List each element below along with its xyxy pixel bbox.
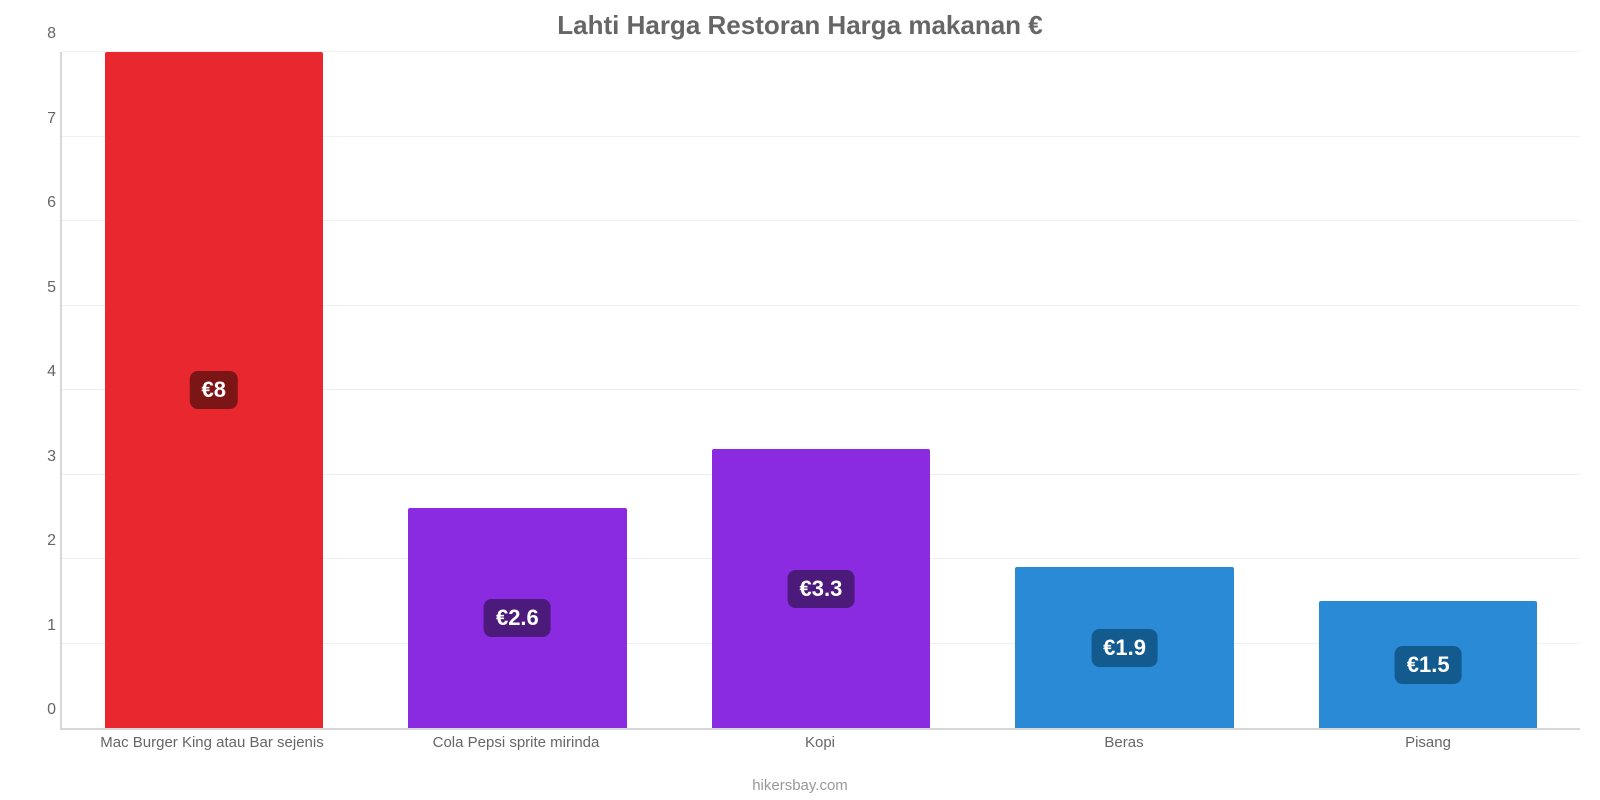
value-badge: €1.5 (1395, 646, 1462, 684)
y-tick-label: 3 (32, 448, 56, 466)
price-bar-chart: Lahti Harga Restoran Harga makanan € 0 1 2… (0, 0, 1600, 800)
bar: €2.6 (408, 508, 627, 728)
bar-slot: €1.9 (973, 52, 1277, 728)
attribution-text: hikersbay.com (0, 777, 1600, 794)
value-badge: €3.3 (788, 570, 855, 608)
x-axis-label: Cola Pepsi sprite mirinda (364, 734, 668, 751)
value-badge: €1.9 (1091, 629, 1158, 667)
plot-area: 012345678 €8€2.6€3.3€1.9€1.5 (60, 52, 1580, 730)
y-tick-label: 7 (32, 110, 56, 128)
y-tick-label: 0 (32, 701, 56, 719)
x-axis-label: Kopi (668, 734, 972, 751)
value-badge: €2.6 (484, 599, 551, 637)
bars-container: €8 €2.6 €3.3 €1.9 €1.5 (62, 52, 1580, 728)
bar-slot: €3.3 (669, 52, 973, 728)
bar-slot: €1.5 (1276, 52, 1580, 728)
chart-title: Lahti Harga Restoran Harga makanan € (0, 10, 1600, 41)
x-axis-label: Pisang (1276, 734, 1580, 751)
x-axis-label: Beras (972, 734, 1276, 751)
y-tick-label: 8 (32, 25, 56, 43)
y-tick-label: 1 (32, 617, 56, 635)
y-tick-label: 6 (32, 194, 56, 212)
bar-slot: €8 (62, 52, 366, 728)
bar: €1.9 (1015, 567, 1234, 728)
bar: €3.3 (712, 449, 931, 728)
y-tick-label: 5 (32, 279, 56, 297)
value-badge: €8 (190, 371, 238, 409)
y-tick-label: 2 (32, 532, 56, 550)
x-axis-label: Mac Burger King atau Bar sejenis (60, 734, 364, 751)
bar-slot: €2.6 (366, 52, 670, 728)
bar: €8 (105, 52, 324, 728)
bar: €1.5 (1319, 601, 1538, 728)
y-tick-label: 4 (32, 363, 56, 381)
x-axis-labels: Mac Burger King atau Bar sejenisCola Pep… (60, 734, 1580, 751)
